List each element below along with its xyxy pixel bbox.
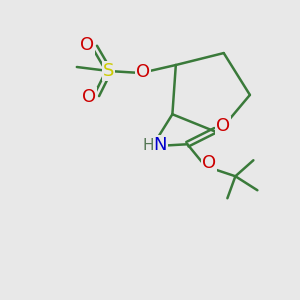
Text: H: H	[142, 138, 154, 153]
Text: O: O	[82, 88, 96, 106]
Text: N: N	[154, 136, 167, 154]
Text: O: O	[202, 154, 216, 172]
Text: S: S	[103, 62, 115, 80]
Text: O: O	[80, 36, 94, 54]
Text: O: O	[216, 117, 230, 135]
Text: O: O	[136, 63, 150, 81]
